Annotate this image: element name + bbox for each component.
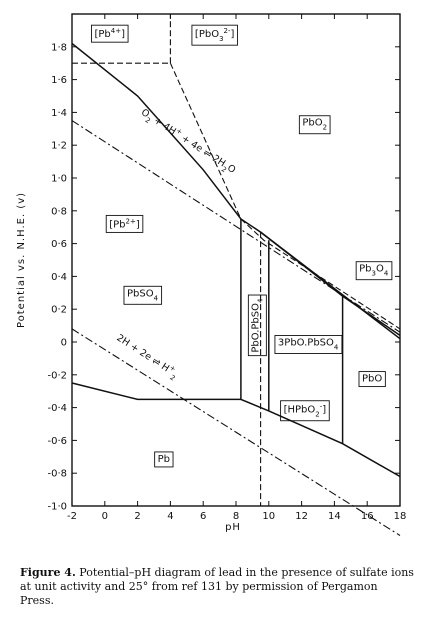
y-tick-label: 0·8 xyxy=(51,206,67,217)
boundary-line-dashdot xyxy=(71,328,401,536)
y-tick-label: 1·8 xyxy=(51,42,67,53)
boundary-line-solid xyxy=(260,231,401,340)
boundary-line-solid xyxy=(71,42,401,337)
y-tick-labels: 1·8 1·6 1·4 1·2 1·0 0·8 0·6 0·4 0·2 0 -0·2 -0·4 -0·6… xyxy=(47,42,67,512)
svg-text:[Pb4+]: [Pb4+] xyxy=(94,27,125,40)
svg-text:PbO2: PbO2 xyxy=(302,118,327,132)
svg-text:[PbO32-]: [PbO32-] xyxy=(195,27,235,43)
boundary-line-dashdot xyxy=(71,120,401,333)
reaction-label: 2H + 2e ⇌ H+2 xyxy=(113,331,181,383)
x-tick-label: 6 xyxy=(200,511,206,522)
svg-text:[Pb2+]: [Pb2+] xyxy=(109,217,140,230)
x-tick-label: 14 xyxy=(328,511,341,522)
y-tick-label: 1·2 xyxy=(51,141,67,152)
reaction-labels: O2 + 4H+ + 4e ⇌ 2H2O 2H + 2e ⇌ H+2 xyxy=(113,105,238,383)
region-label: [HPbO2-] xyxy=(280,400,330,422)
x-tick-labels: -2 0 2 4 6 8 10 12 14 16 18 xyxy=(67,511,406,522)
y-tick-label: 0 xyxy=(61,338,67,349)
boundary-line-solid xyxy=(71,382,401,478)
y-tick-label: -1·0 xyxy=(47,502,67,513)
x-tick-label: 0 xyxy=(102,511,108,522)
region-label: PbO2 xyxy=(298,115,331,135)
y-tick-label: 0·6 xyxy=(51,239,67,250)
region-label: [Pb4+] xyxy=(91,24,129,43)
svg-text:Pb: Pb xyxy=(158,454,170,465)
svg-text:PbO.PbSO4: PbO.PbSO4 xyxy=(250,298,264,353)
y-tick-label: -0·8 xyxy=(47,469,67,480)
x-tick-label: 18 xyxy=(394,511,407,522)
x-tick-label: 10 xyxy=(262,511,275,522)
x-tick-label: 2 xyxy=(134,511,140,522)
region-label: 3PbO.PbSO4 xyxy=(274,335,343,354)
y-tick-label: 1·0 xyxy=(51,174,67,185)
y-axis-label: Potential vs. N.H.E. (v) xyxy=(16,192,27,328)
y-tick-label: 0·2 xyxy=(51,305,67,316)
region-label: PbO xyxy=(358,371,386,388)
y-tick-label: 1·6 xyxy=(51,75,67,86)
svg-text:Pb3O4: Pb3O4 xyxy=(359,264,389,278)
axis-ticks xyxy=(71,14,401,507)
reaction-label: O2 + 4H+ + 4e ⇌ 2H2O xyxy=(137,105,238,178)
region-label: Pb3O4 xyxy=(355,261,393,281)
boundary-line-dashed xyxy=(169,62,401,330)
region-label: Pb xyxy=(154,451,174,468)
y-tick-label: 1·4 xyxy=(51,108,67,119)
pourbaix-diagram: -2 0 2 4 6 8 10 12 14 16 18 1·8 1·6 1·4 1·2 1·0 0·8 0·6 0… xyxy=(16,13,406,536)
y-tick-label: -0·2 xyxy=(47,370,67,381)
svg-text:PbO: PbO xyxy=(362,374,382,385)
x-tick-label: 4 xyxy=(167,511,173,522)
region-label-vertical: PbO.PbSO4 xyxy=(247,294,267,357)
region-label: PbSO4 xyxy=(123,285,163,305)
x-tick-label: 12 xyxy=(295,511,308,522)
svg-text:3PbO.PbSO4: 3PbO.PbSO4 xyxy=(278,338,339,352)
y-tick-label: -0·4 xyxy=(47,403,67,414)
region-label: [PbO32-] xyxy=(191,24,238,46)
x-tick-label: 8 xyxy=(233,511,239,522)
svg-text:PbSO4: PbSO4 xyxy=(127,288,159,302)
phase-boundaries xyxy=(71,14,401,536)
figure-caption: Figure 4. Potential–pH diagram of lead i… xyxy=(20,566,415,608)
caption-text: Potential–pH diagram of lead in the pres… xyxy=(20,566,414,607)
y-tick-label: -0·6 xyxy=(47,436,67,447)
x-tick-label: -2 xyxy=(67,511,77,522)
region-label: [Pb2+] xyxy=(105,214,144,233)
svg-text:[HPbO2-]: [HPbO2-] xyxy=(284,403,327,419)
y-tick-label: 0·4 xyxy=(51,272,67,283)
x-axis-label: pH xyxy=(225,522,241,533)
caption-label: Figure 4. xyxy=(20,566,76,579)
region-labels: [Pb4+] [PbO32-] PbO2 [Pb2+] PbSO4 Pb3O4 3PbO.P… xyxy=(91,24,393,468)
x-tick-label: 16 xyxy=(361,511,374,522)
